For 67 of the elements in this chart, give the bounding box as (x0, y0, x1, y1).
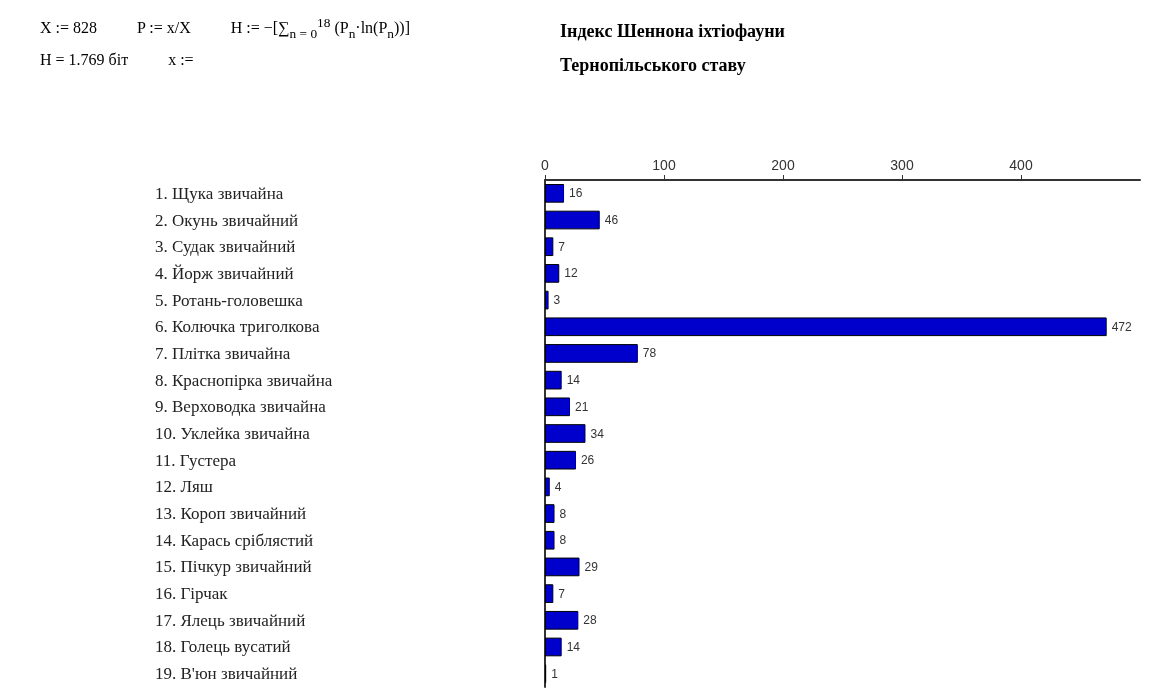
bar (545, 317, 1107, 337)
text: H := −[∑$_{n = 0}$$^{18}$ (P$_{n}$·ln(P$_{n}$))] (230, 14, 410, 43)
bar (545, 530, 555, 550)
data-label: 3 (553, 293, 561, 308)
x2-tick-label: 300 (890, 157, 914, 173)
data-label: 8 (559, 533, 567, 548)
chart-title: Індекс Шеннона іхтіофауни Тернопільського ставу (560, 20, 786, 77)
y-tick-label: 14. Карась сріблястий (155, 530, 314, 550)
bar (545, 557, 580, 577)
data-label: 26 (580, 453, 595, 468)
bar (545, 264, 560, 283)
y-tick-label: 8. Краснопірка звичайна (155, 370, 333, 390)
bar (545, 450, 576, 470)
data-label: 21 (574, 399, 589, 414)
y-tick-label: 9. Верховодка звичайна (155, 397, 327, 417)
bar (545, 584, 554, 603)
y-tick-label: 1. Щука звичайна (155, 183, 284, 203)
y-tick-label: 10. Уклейка звичайна (155, 424, 311, 443)
x2-tick-label: 400 (1009, 157, 1033, 173)
data-label: 7 (558, 239, 566, 254)
data-label: 34 (590, 426, 605, 441)
data-label: 7 (558, 586, 566, 601)
y-tick-label: 16. Гірчак (155, 584, 229, 604)
bar (545, 184, 565, 203)
y-tick-label: 12. Ляш (155, 477, 213, 497)
y-tick-label: 4. Йорж звичайний (155, 263, 294, 283)
bar (545, 344, 638, 363)
data-label: 78 (642, 346, 657, 361)
x2-tick-label: 100 (652, 157, 676, 173)
bar (545, 610, 579, 630)
x2-tick-label: 200 (771, 157, 795, 173)
data-label: 46 (604, 213, 619, 228)
y-tick-label: 2. Окунь звичайний (155, 210, 299, 230)
y-tick-label: 19. В'юн звичайний (155, 664, 298, 684)
bar (545, 397, 570, 417)
bar (545, 637, 562, 657)
bar (545, 477, 550, 497)
data-label: 1 (551, 666, 559, 681)
bar (545, 370, 562, 390)
bar (545, 290, 549, 310)
data-label: 29 (584, 559, 599, 574)
data-label: 12 (564, 266, 578, 281)
text: X := 828 (40, 18, 98, 39)
y-tick-label: 7. Плітка звичайна (155, 343, 291, 363)
data-label: 14 (566, 373, 581, 388)
y-tick-label: 17. Ялець звичайний (155, 610, 306, 630)
text: H = 1.769 біт (40, 49, 129, 70)
y-tick-label: 11. Густера (155, 450, 237, 470)
data-label: 16 (569, 186, 583, 201)
bar (545, 237, 554, 257)
data-label: 472 (1111, 319, 1133, 334)
bar (545, 210, 600, 230)
bar (545, 424, 586, 443)
bar (545, 504, 555, 523)
y-tick-label: 18. Голець вусатий (155, 637, 291, 657)
y-tick-label: 5. Ротань-головешка (155, 290, 304, 310)
y-tick-label: 13. Короп звичайний (155, 504, 307, 524)
data-label: 8 (559, 506, 567, 521)
x2-tick-label: 0 (541, 157, 550, 173)
y-tick-label: 3. Судак звичайний (155, 237, 296, 257)
y-tick-label: 15. Пічкур звичайний (155, 557, 312, 577)
y-tick-label: 6. Колючка триголкова (155, 317, 320, 337)
data-label: 4 (554, 479, 562, 494)
text: x := (168, 49, 194, 70)
data-label: 14 (566, 639, 581, 654)
data-label: 28 (583, 613, 597, 628)
text: P := x/X (137, 18, 191, 39)
